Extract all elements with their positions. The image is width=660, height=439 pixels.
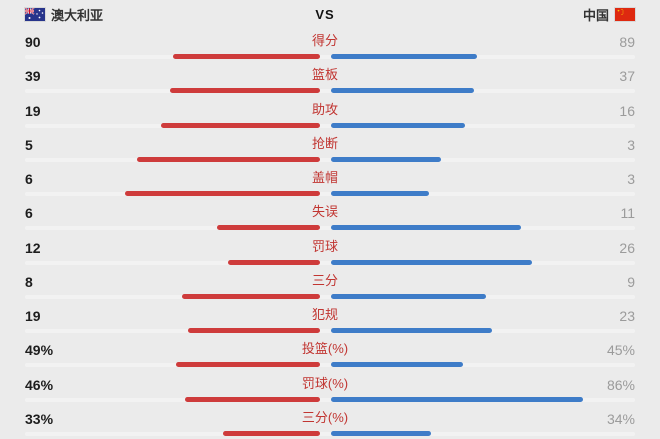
bar-track xyxy=(25,157,635,162)
right-team-bar xyxy=(331,122,465,128)
bar-track xyxy=(25,89,635,94)
bar-track xyxy=(25,294,635,299)
right-team-bar xyxy=(331,225,521,231)
right-team-bar xyxy=(331,191,429,196)
stat-label: 抢断 xyxy=(311,135,338,151)
bar-track xyxy=(25,55,635,59)
right-team-bar xyxy=(331,430,431,436)
stat-right-value: 45% xyxy=(606,342,635,359)
china-flag-icon xyxy=(615,7,635,21)
right-team-bar xyxy=(331,54,477,59)
stat-left-value: 39 xyxy=(25,68,41,85)
right-team-bar xyxy=(331,396,583,402)
vs-label: VS xyxy=(315,6,335,22)
left-team-bar xyxy=(172,54,320,59)
stat-right-value: 26 xyxy=(619,239,635,256)
stat-row: 12 罚球 26 xyxy=(0,234,660,268)
right-team-bar xyxy=(331,362,463,368)
stat-label: 助攻 xyxy=(311,101,338,117)
left-team-bar xyxy=(169,88,320,94)
stat-left-value: 19 xyxy=(25,102,41,119)
left-team-bar xyxy=(227,259,320,265)
bar-track xyxy=(25,363,635,368)
stat-left-value: 5 xyxy=(25,136,33,153)
left-team-bar xyxy=(160,122,320,128)
stat-row: 46% 罚球(%) 86% xyxy=(0,371,660,405)
stat-left-value: 12 xyxy=(25,239,41,256)
stat-right-value: 89 xyxy=(619,34,635,50)
team-right-name: 中国 xyxy=(582,7,609,23)
stat-right-value: 9 xyxy=(627,273,635,290)
stat-row: 33% 三分(%) 34% xyxy=(0,405,660,439)
right-team-bar xyxy=(331,156,441,162)
stat-label: 罚球(%) xyxy=(301,375,349,391)
right-team-bar xyxy=(331,293,487,299)
stat-label: 得分 xyxy=(311,33,338,48)
stat-label: 投篮(%) xyxy=(301,341,349,357)
left-team-bar xyxy=(216,225,320,231)
stat-right-value: 3 xyxy=(627,171,635,187)
left-team-bar xyxy=(187,328,320,333)
stat-row: 90 得分 89 xyxy=(0,28,660,62)
stat-row: 6 盖帽 3 xyxy=(0,165,660,199)
stat-row: 5 抢断 3 xyxy=(0,131,660,165)
stat-right-value: 11 xyxy=(620,205,635,222)
stat-label: 篮板 xyxy=(311,67,338,83)
stat-right-value: 3 xyxy=(627,136,635,153)
stat-label: 犯规 xyxy=(311,307,338,322)
stat-label: 三分 xyxy=(311,272,338,288)
stat-label: 失误 xyxy=(311,204,338,220)
left-team-bar xyxy=(182,293,320,299)
bar-track xyxy=(25,397,635,402)
stat-row: 39 篮板 37 xyxy=(0,62,660,96)
match-header: 澳大利亚 VS 中国 xyxy=(0,0,660,28)
stat-left-value: 90 xyxy=(25,34,41,50)
stat-row: 49% 投篮(%) 45% xyxy=(0,336,660,370)
stat-right-value: 86% xyxy=(606,376,635,393)
bar-track xyxy=(25,123,635,128)
bar-track xyxy=(25,192,635,196)
team-left-name: 澳大利亚 xyxy=(51,7,104,23)
stat-row: 19 犯规 23 xyxy=(0,302,660,336)
stat-left-value: 19 xyxy=(25,308,41,324)
stat-row: 19 助攻 16 xyxy=(0,97,660,131)
stat-left-value: 49% xyxy=(25,342,54,359)
stat-left-value: 6 xyxy=(25,205,33,222)
australia-flag-icon xyxy=(25,7,45,21)
stat-right-value: 23 xyxy=(619,308,635,324)
stat-row: 6 失误 11 xyxy=(0,199,660,233)
stat-label: 罚球 xyxy=(311,238,338,254)
stat-left-value: 33% xyxy=(25,410,54,427)
stat-right-value: 34% xyxy=(606,410,635,427)
stat-row: 8 三分 9 xyxy=(0,268,660,302)
left-team-bar xyxy=(136,156,320,162)
bar-track xyxy=(25,226,635,231)
stat-label: 盖帽 xyxy=(311,170,338,185)
right-team-bar xyxy=(331,328,492,333)
stat-right-value: 16 xyxy=(619,102,635,119)
bar-track xyxy=(25,329,635,333)
stats-rows: 90 得分 89 39 篮板 37 xyxy=(0,28,660,439)
stat-left-value: 8 xyxy=(25,273,33,290)
stat-left-value: 46% xyxy=(25,376,54,393)
left-team-bar xyxy=(124,191,320,196)
left-team-bar xyxy=(185,396,320,402)
right-team-bar xyxy=(331,259,532,265)
bar-track xyxy=(25,260,635,265)
left-team-bar xyxy=(223,430,320,436)
team-right: 中国 xyxy=(583,5,635,24)
team-left: 澳大利亚 xyxy=(25,5,103,24)
stat-right-value: 37 xyxy=(619,68,635,85)
stat-left-value: 6 xyxy=(25,171,33,187)
left-team-bar xyxy=(176,362,320,368)
bar-track xyxy=(25,431,635,436)
stat-label: 三分(%) xyxy=(301,409,349,425)
right-team-bar xyxy=(331,88,474,94)
